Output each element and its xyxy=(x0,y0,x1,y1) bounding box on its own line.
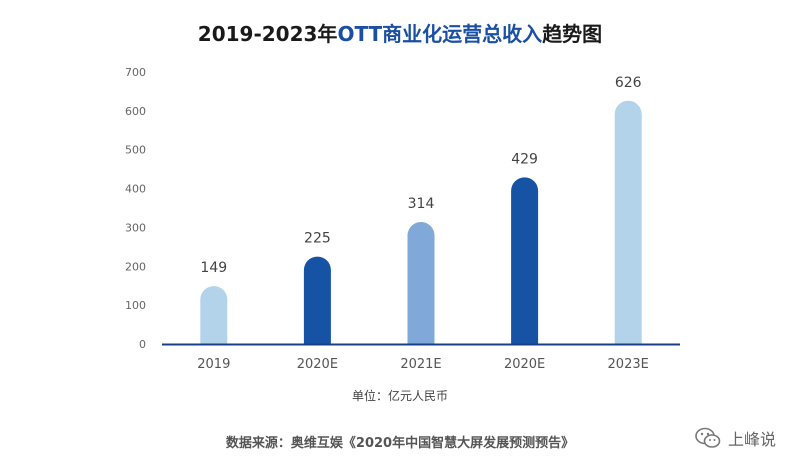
y-tick-label: 600 xyxy=(125,105,146,118)
bar-2023e-4 xyxy=(614,100,642,344)
data-label: 429 xyxy=(511,151,538,167)
data-label: 626 xyxy=(615,75,642,91)
bar-2020e-1 xyxy=(303,256,331,344)
watermark: 上峰说 xyxy=(694,424,776,452)
source-note: 数据来源：奥维互娱《2020年中国智慧大屏发展预测预告》 xyxy=(225,436,575,451)
bar-2019-0 xyxy=(200,286,228,344)
y-tick-label: 200 xyxy=(125,260,146,273)
y-tick-label: 500 xyxy=(125,144,146,157)
data-label: 314 xyxy=(408,196,435,212)
x-tick-label: 2020E xyxy=(297,357,338,372)
bar-2020e-3 xyxy=(511,177,539,344)
y-tick-label: 400 xyxy=(125,183,146,196)
y-tick-label: 0 xyxy=(139,338,146,351)
wechat-icon xyxy=(695,427,721,448)
y-tick-label: 100 xyxy=(125,299,146,312)
x-tick-label: 2019 xyxy=(197,357,230,372)
x-tick-label: 2023E xyxy=(608,357,649,372)
bar-2021e-2 xyxy=(407,221,435,344)
chart-title-highlight: OTT商业化运营总收入 xyxy=(337,22,543,46)
x-tick-label: 2021E xyxy=(400,357,441,372)
y-tick-label: 300 xyxy=(125,221,146,234)
data-label: 225 xyxy=(304,231,331,247)
chart-title-prefix: 2019-2023年 xyxy=(197,22,338,46)
watermark-text: 上峰说 xyxy=(727,430,776,449)
data-label: 149 xyxy=(200,260,227,276)
chart-title: 2019-2023年OTT商业化运营总收入趋势图 xyxy=(0,18,800,47)
x-tick-label: 2020E xyxy=(504,357,545,372)
unit-label: 单位：亿元人民币 xyxy=(351,389,448,403)
y-tick-label: 700 xyxy=(125,66,146,79)
chart-title-suffix: 趋势图 xyxy=(542,22,603,46)
